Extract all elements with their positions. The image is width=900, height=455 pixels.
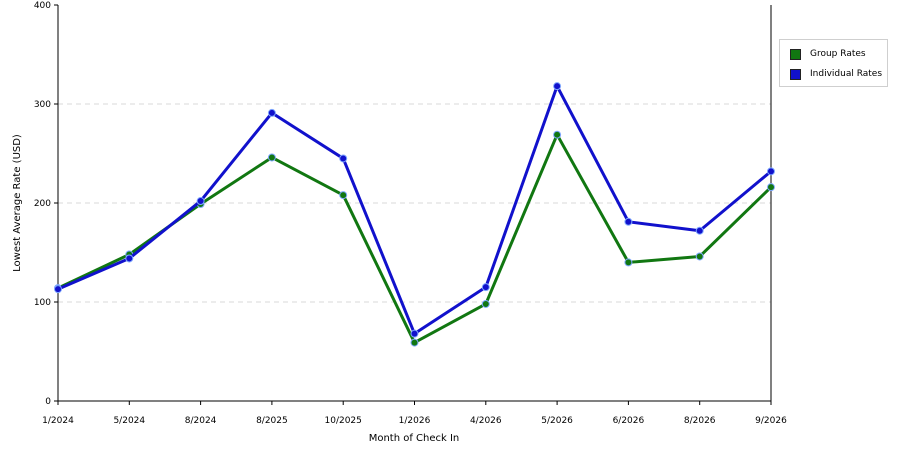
x-tick-label: 9/2026: [755, 416, 787, 426]
legend: Group Rates Individual Rates: [779, 39, 888, 87]
data-point-individual-rates[interactable]: [267, 108, 276, 117]
y-tick-label: 200: [34, 199, 51, 209]
data-point-group-rates[interactable]: [339, 191, 348, 200]
x-tick-label: 5/2024: [113, 416, 145, 426]
legend-swatch-group-rates: [790, 48, 801, 60]
legend-label-individual-rates: Individual Rates: [810, 69, 883, 79]
data-point-group-rates[interactable]: [553, 130, 562, 139]
data-point-individual-rates[interactable]: [481, 283, 490, 292]
data-point-individual-rates[interactable]: [553, 82, 562, 91]
x-tick-label: 1/2026: [399, 416, 431, 426]
data-point-individual-rates[interactable]: [767, 167, 775, 176]
y-tick-label: 0: [45, 397, 51, 407]
y-tick-label: 300: [34, 100, 51, 110]
data-point-group-rates[interactable]: [695, 252, 704, 261]
x-tick-label: 5/2026: [541, 416, 573, 426]
data-point-group-rates[interactable]: [410, 338, 419, 347]
x-tick-labels: 1/2024 5/2024 8/2024 8/2025 10/2025 1/2026 4/2…: [42, 401, 787, 426]
legend-item-group-rates: Group Rates: [790, 47, 866, 61]
x-tick-label: 8/2025: [256, 416, 288, 426]
data-point-individual-rates[interactable]: [339, 154, 348, 163]
legend-item-individual-rates: Individual Rates: [790, 67, 882, 81]
series-lines: [54, 82, 775, 347]
series-group-rates: [54, 130, 775, 347]
data-point-individual-rates[interactable]: [410, 329, 419, 338]
legend-label-group-rates: Group Rates: [810, 49, 866, 59]
data-point-group-rates[interactable]: [481, 299, 490, 308]
series-line-individual-rates: [57, 84, 772, 336]
grid-lines: [58, 103, 771, 303]
x-tick-label: 6/2026: [613, 416, 645, 426]
x-axis-title: Month of Check In: [369, 433, 460, 444]
data-point-individual-rates[interactable]: [624, 217, 633, 226]
data-point-individual-rates[interactable]: [695, 226, 704, 235]
data-point-individual-rates[interactable]: [125, 254, 134, 263]
data-point-individual-rates[interactable]: [196, 197, 205, 206]
data-point-group-rates[interactable]: [767, 183, 775, 192]
x-tick-label: 8/2024: [185, 416, 217, 426]
series-line-group-rates: [57, 133, 773, 345]
data-point-individual-rates[interactable]: [54, 285, 62, 294]
y-axis-title: Lowest Average Rate (USD): [12, 134, 23, 272]
y-tick-label: 400: [34, 1, 51, 11]
x-tick-label: 1/2024: [42, 416, 74, 426]
y-tick-label: 100: [34, 298, 51, 308]
data-point-group-rates[interactable]: [267, 153, 276, 162]
series-individual-rates: [54, 82, 775, 338]
x-tick-label: 10/2025: [325, 416, 362, 426]
legend-swatch-individual-rates: [790, 68, 801, 80]
x-tick-label: 8/2026: [684, 416, 716, 426]
data-point-group-rates[interactable]: [624, 258, 633, 267]
y-tick-labels: 0 100 200 300 400: [34, 1, 58, 407]
x-tick-label: 4/2026: [470, 416, 502, 426]
